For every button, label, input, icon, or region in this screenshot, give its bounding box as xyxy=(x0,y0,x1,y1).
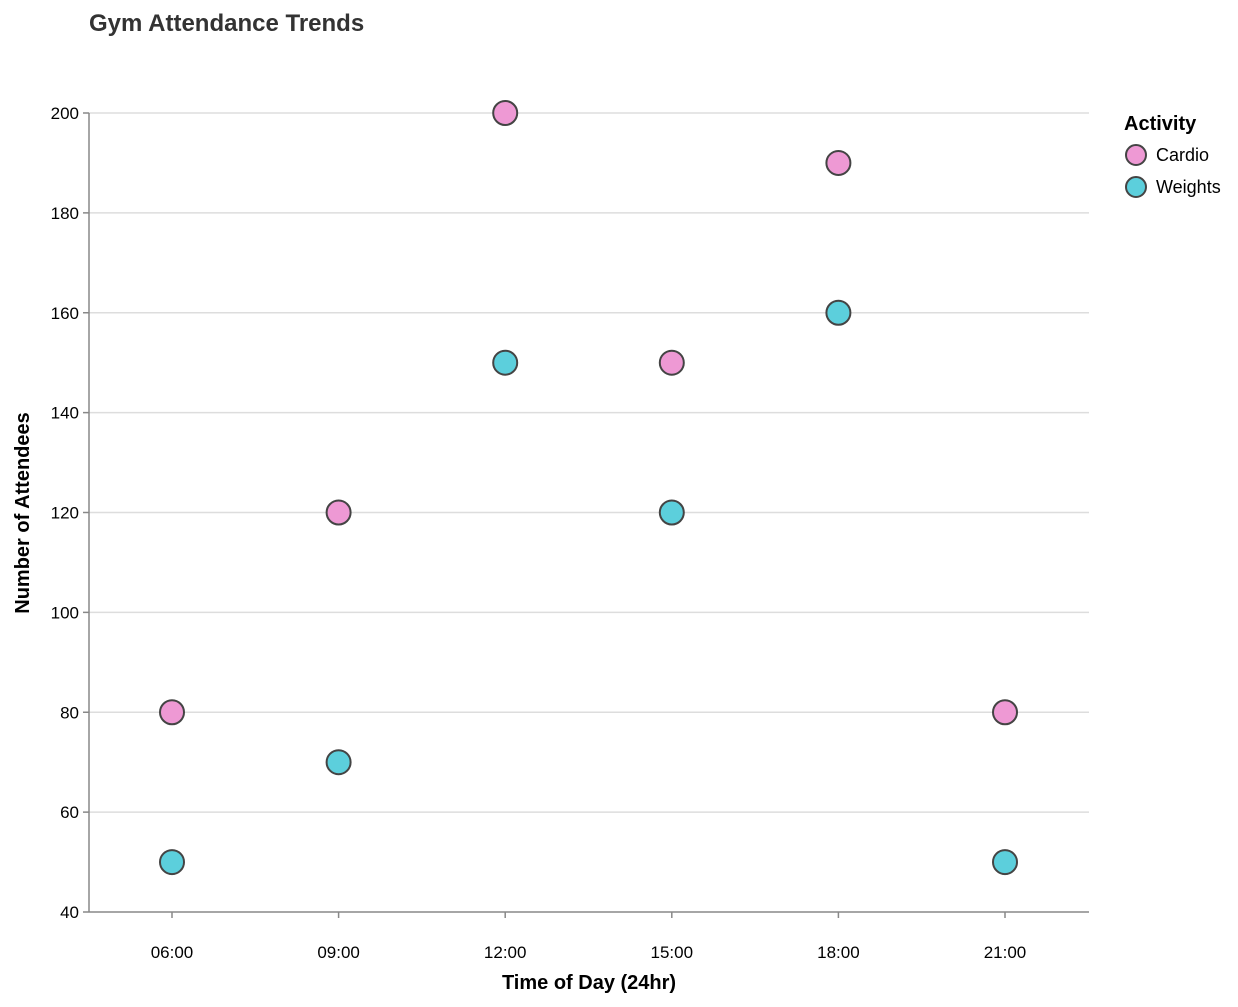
data-points xyxy=(159,100,1018,876)
data-point-weights xyxy=(992,849,1018,876)
x-tick-label: 12:00 xyxy=(484,943,527,962)
data-point-cardio xyxy=(159,699,185,726)
data-point-weights xyxy=(325,749,352,776)
x-tick-label: 06:00 xyxy=(151,943,194,962)
data-point-weights xyxy=(658,499,685,526)
x-axis-title: Time of Day (24hr) xyxy=(502,972,676,994)
data-point-cardio xyxy=(992,699,1018,726)
y-tick-label: 100 xyxy=(51,603,79,622)
data-point-weights xyxy=(159,849,185,876)
data-point-cardio xyxy=(492,100,519,126)
y-tick-label: 200 xyxy=(51,104,79,123)
y-tick-label: 60 xyxy=(60,803,79,822)
data-point-cardio xyxy=(825,149,852,176)
x-tick-label: 15:00 xyxy=(651,943,694,962)
x-tick-label: 21:00 xyxy=(984,943,1027,962)
legend: Activity Cardio Weights xyxy=(1124,113,1221,198)
data-point-weights xyxy=(492,349,519,376)
legend-symbol-weights xyxy=(1125,176,1147,198)
legend-label-cardio: Cardio xyxy=(1156,145,1209,165)
axes: 40 60 80 100 120 140 160 180 200 06:00 09:00 12:00 1… xyxy=(51,104,1089,962)
y-tick-label: 140 xyxy=(51,404,79,423)
data-point-weights xyxy=(825,299,852,326)
y-tick-label: 180 xyxy=(51,204,79,223)
y-tick-label: 40 xyxy=(60,903,79,922)
y-tick-label: 120 xyxy=(51,504,79,523)
x-tick-label: 09:00 xyxy=(317,943,360,962)
data-point-cardio xyxy=(325,499,352,526)
legend-title: Activity xyxy=(1124,113,1197,135)
legend-items: Cardio Weights xyxy=(1125,144,1221,198)
legend-symbol-cardio xyxy=(1125,144,1147,166)
grid-lines xyxy=(89,112,1089,813)
y-tick-label: 80 xyxy=(60,703,79,722)
y-tick-label: 160 xyxy=(51,304,79,323)
x-tick-label: 18:00 xyxy=(817,943,860,962)
y-axis-title: Number of Attendees xyxy=(12,412,34,614)
data-point-cardio xyxy=(658,349,685,376)
chart-title: Gym Attendance Trends xyxy=(89,10,364,37)
legend-label-weights: Weights xyxy=(1156,177,1221,197)
